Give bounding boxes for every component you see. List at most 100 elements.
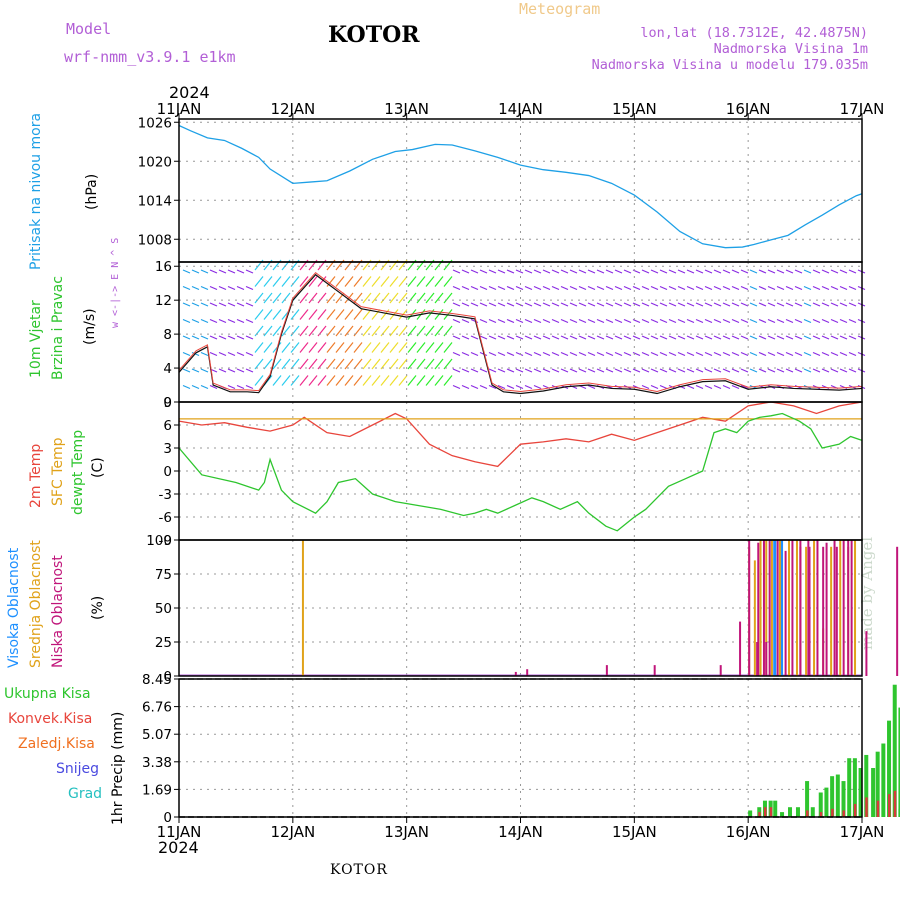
wind-barb xyxy=(488,351,497,357)
wind-barb xyxy=(749,368,758,373)
wind-barb xyxy=(335,358,345,370)
wind-barb xyxy=(749,269,758,274)
wind-tick-label: 4 xyxy=(163,361,172,377)
wind-barb xyxy=(731,335,740,340)
wind-barb xyxy=(560,351,569,357)
wind-barb xyxy=(596,302,605,307)
wind-barb xyxy=(506,269,515,274)
wind-barb xyxy=(308,342,318,353)
wind-barb xyxy=(776,269,785,274)
x-tick-label-bottom: 16JAN xyxy=(726,823,771,841)
wind-barb xyxy=(200,384,209,390)
wind-barb xyxy=(776,318,785,324)
wind-barb xyxy=(227,269,236,274)
wind-barb xyxy=(731,351,740,357)
wind-barb xyxy=(641,302,650,307)
wind-barb xyxy=(677,285,686,291)
precip-total-bar xyxy=(892,684,897,817)
cloud-tick-label: 100 xyxy=(146,533,172,549)
wind-barbs xyxy=(182,259,866,390)
wind-barb xyxy=(551,302,560,307)
x-tick-label-top: 16JAN xyxy=(726,100,771,118)
wind-barb xyxy=(488,368,497,373)
model-name: wrf-nmm_v3.9.1 e1km xyxy=(64,48,236,66)
wind-barb xyxy=(758,368,767,373)
precip-frame xyxy=(178,678,863,818)
wind-barb xyxy=(758,318,767,324)
wind-barb xyxy=(236,335,245,340)
wind-barb xyxy=(641,368,650,373)
wind-barb xyxy=(605,269,614,274)
cloud-low-bar xyxy=(762,540,765,676)
wind-barb xyxy=(218,318,227,324)
wind-barb xyxy=(578,285,587,291)
wind-barb xyxy=(218,351,227,357)
wind-barb xyxy=(398,276,408,287)
wind-barb xyxy=(362,276,372,287)
wind-barb xyxy=(326,375,336,386)
wind-barb xyxy=(803,302,812,307)
wind-barb xyxy=(497,368,506,373)
wind-barb xyxy=(704,335,713,340)
wind-barb xyxy=(407,276,417,287)
wind-barb xyxy=(785,269,794,274)
wind-barb xyxy=(605,302,614,307)
wind-barb xyxy=(236,285,245,291)
cloud-mid-bar xyxy=(759,540,762,676)
wind-barb xyxy=(524,302,533,307)
temperature-frame xyxy=(178,401,863,541)
wind-barb xyxy=(533,318,542,324)
precip-total-label: Ukupna Kisa xyxy=(4,686,91,702)
wind-barb xyxy=(569,351,578,357)
wind-barb xyxy=(839,269,848,274)
wind-barb xyxy=(821,335,830,340)
wind-barb xyxy=(272,276,282,287)
wind-barb xyxy=(497,269,506,274)
wind-barb xyxy=(245,302,254,307)
cloud-low-bar xyxy=(835,546,838,676)
wind-barb xyxy=(371,309,381,320)
wind-barb xyxy=(299,375,309,386)
wind-barb xyxy=(776,351,785,357)
wind-barb xyxy=(380,375,390,386)
wind-barb xyxy=(713,269,722,274)
precip-tick-label: 3.38 xyxy=(142,755,172,771)
wind-barb xyxy=(659,335,668,340)
year-bottom: 2024 xyxy=(158,838,199,857)
wind-barb xyxy=(578,302,587,307)
wind-barb xyxy=(290,358,300,370)
year-top: 2024 xyxy=(169,83,210,102)
wind-barb xyxy=(263,276,273,287)
wind-barb xyxy=(281,276,291,287)
wind-barb xyxy=(614,318,623,324)
cloud-low-bar xyxy=(807,540,810,676)
cloud-low-bar xyxy=(822,546,825,676)
wind-barb xyxy=(272,309,282,320)
wind-barb xyxy=(542,269,551,274)
wind-barb xyxy=(722,351,731,357)
wind-barb xyxy=(200,302,209,307)
wind-barb xyxy=(308,358,318,370)
wind-barb xyxy=(497,384,506,390)
wind-barb xyxy=(344,375,354,386)
wind-barb xyxy=(263,309,273,320)
pressure-tick-label: 1008 xyxy=(138,232,172,248)
wind-barb xyxy=(839,285,848,291)
pressure-tick-label: 1014 xyxy=(138,193,172,209)
wind-barb xyxy=(785,351,794,357)
wind-barb xyxy=(443,375,453,386)
wind-barb xyxy=(533,335,542,340)
wind-barb xyxy=(515,384,524,390)
wind-barb xyxy=(776,302,785,307)
wind-barb xyxy=(848,318,857,324)
wind-barb xyxy=(740,368,749,373)
wind-barb xyxy=(218,335,227,340)
wind-barb xyxy=(650,335,659,340)
wind-barb xyxy=(281,375,291,386)
wind-barb xyxy=(821,302,830,307)
wind-barb xyxy=(551,285,560,291)
wind-barb xyxy=(722,269,731,274)
wind-barb xyxy=(659,285,668,291)
wind-barb xyxy=(191,269,200,274)
wind-barb xyxy=(731,368,740,373)
